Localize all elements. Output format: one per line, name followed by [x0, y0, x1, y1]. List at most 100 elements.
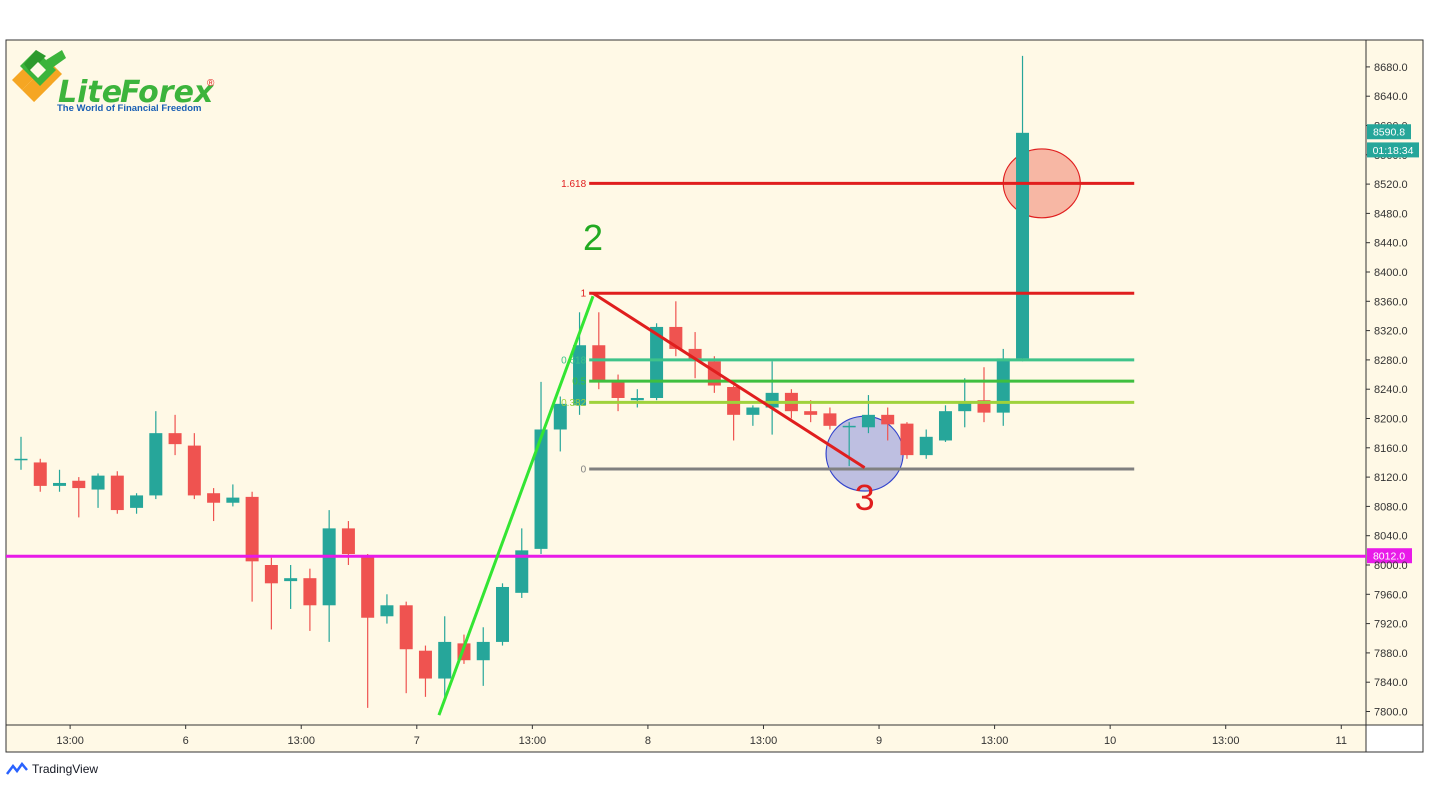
- fib-level-1[interactable]: 1: [581, 289, 1135, 300]
- price-tick-label: 8440.0: [1374, 238, 1408, 250]
- candle[interactable]: [380, 594, 394, 624]
- candle[interactable]: [438, 616, 452, 699]
- candle[interactable]: [130, 493, 144, 514]
- candle-body: [130, 495, 144, 508]
- candle-body: [14, 458, 28, 461]
- price-tick-label: 8080.0: [1374, 501, 1408, 513]
- price-tick-label: 8320.0: [1374, 326, 1408, 338]
- candle[interactable]: [399, 601, 413, 694]
- time-tick-label: 8: [645, 735, 651, 747]
- price-tick-label: 8400.0: [1374, 267, 1408, 279]
- fib-level-0.382[interactable]: 0.382: [561, 398, 1135, 409]
- fib-level-0.5[interactable]: 0.5: [572, 377, 1135, 388]
- price-tick-label: 8040.0: [1374, 531, 1408, 543]
- fibonacci-levels[interactable]: 1.618 1 0.618 0.5 0.382 0: [561, 179, 1135, 476]
- candle[interactable]: [33, 458, 47, 492]
- fib-level-1.618[interactable]: 1.618: [561, 179, 1135, 190]
- candle[interactable]: [303, 568, 317, 631]
- candle[interactable]: [322, 510, 336, 642]
- candle[interactable]: [168, 414, 182, 456]
- candle-body: [187, 445, 201, 496]
- wave-lines[interactable]: [437, 291, 866, 716]
- price-tick-label: 8160.0: [1374, 443, 1408, 455]
- wave-line-2[interactable]: [592, 291, 866, 469]
- countdown-label: 01:18:34: [1373, 145, 1414, 157]
- candle-body: [861, 414, 875, 428]
- time-tick-label: 13:00: [981, 735, 1009, 747]
- candle[interactable]: [1016, 55, 1030, 362]
- candle-body: [33, 462, 47, 486]
- candle[interactable]: [187, 433, 201, 500]
- price-axis[interactable]: 7800.0 7840.0 7880.0 7920.0 7960.0 8000.0 8040…: [1366, 62, 1408, 719]
- candle[interactable]: [496, 583, 509, 646]
- price-tick-label: 8280.0: [1374, 355, 1408, 367]
- candle-body: [919, 436, 933, 456]
- candle[interactable]: [900, 422, 914, 459]
- candle[interactable]: [53, 469, 67, 492]
- fib-level-0[interactable]: 0: [581, 465, 1135, 476]
- candle-body: [284, 578, 298, 582]
- candle-body: [611, 381, 625, 398]
- candle-body: [322, 528, 336, 606]
- fib-label: 1: [581, 289, 587, 300]
- logo-registered-mark: ®: [207, 78, 215, 89]
- candle-body: [1016, 132, 1030, 359]
- candle[interactable]: [688, 332, 702, 379]
- price-tick-label: 8520.0: [1374, 179, 1408, 191]
- candle[interactable]: [91, 473, 105, 508]
- candle-body: [245, 496, 259, 562]
- candle[interactable]: [418, 645, 432, 697]
- candle[interactable]: [592, 312, 606, 390]
- candle-body: [804, 411, 818, 415]
- candle[interactable]: [284, 565, 298, 609]
- fib-label: 0.382: [561, 398, 586, 409]
- candle[interactable]: [72, 477, 86, 518]
- candle-body: [110, 475, 124, 511]
- logo-tagline: The World of Financial Freedom: [57, 103, 201, 114]
- candle-body: [823, 413, 837, 426]
- candle-body: [592, 345, 606, 382]
- price-tick-label: 7800.0: [1374, 707, 1408, 719]
- liteforex-logo: Lite Forex ® The World of Financial Free…: [12, 50, 215, 114]
- price-tick-label: 7840.0: [1374, 677, 1408, 689]
- horizontal-lines[interactable]: 8012.0: [6, 548, 1412, 564]
- candle-body: [226, 497, 240, 503]
- candle-body: [900, 423, 914, 456]
- candle-body: [476, 641, 490, 661]
- candle[interactable]: [207, 488, 221, 522]
- price-tick-label: 8360.0: [1374, 296, 1408, 308]
- candle-body: [149, 433, 163, 496]
- candle[interactable]: [476, 627, 490, 686]
- last-price-label: 8590.8: [1373, 127, 1405, 139]
- candle[interactable]: [630, 389, 644, 408]
- time-axis-background[interactable]: [6, 725, 1366, 752]
- candle-body: [496, 586, 509, 642]
- candle-body: [207, 493, 221, 503]
- candle[interactable]: [553, 396, 567, 452]
- fib-level-0.618[interactable]: 0.618: [561, 355, 1135, 366]
- candle[interactable]: [515, 528, 529, 598]
- candle[interactable]: [938, 405, 952, 442]
- candle-body: [438, 641, 452, 679]
- candle[interactable]: [264, 557, 278, 630]
- candle-body: [534, 429, 548, 549]
- candle[interactable]: [245, 491, 259, 602]
- time-axis[interactable]: 13:00 6 13:00 7 13:00 8 13:00 9 13:00 10 13:00 11: [56, 725, 1347, 747]
- candle[interactable]: [746, 405, 760, 426]
- time-tick-label: 13:00: [519, 735, 547, 747]
- candle[interactable]: [361, 554, 375, 708]
- candle-body: [553, 403, 567, 430]
- candle[interactable]: [996, 348, 1010, 426]
- price-tick-label: 8480.0: [1374, 208, 1408, 220]
- candle[interactable]: [823, 407, 837, 430]
- candle[interactable]: [919, 429, 933, 459]
- wave-line-1[interactable]: [437, 295, 595, 716]
- candle[interactable]: [881, 407, 895, 441]
- candle[interactable]: [226, 484, 240, 507]
- candle[interactable]: [14, 436, 28, 470]
- footer-attribution[interactable]: TradingView: [6, 760, 98, 778]
- candle[interactable]: [534, 381, 548, 555]
- candle[interactable]: [110, 471, 124, 514]
- candle[interactable]: [149, 411, 163, 500]
